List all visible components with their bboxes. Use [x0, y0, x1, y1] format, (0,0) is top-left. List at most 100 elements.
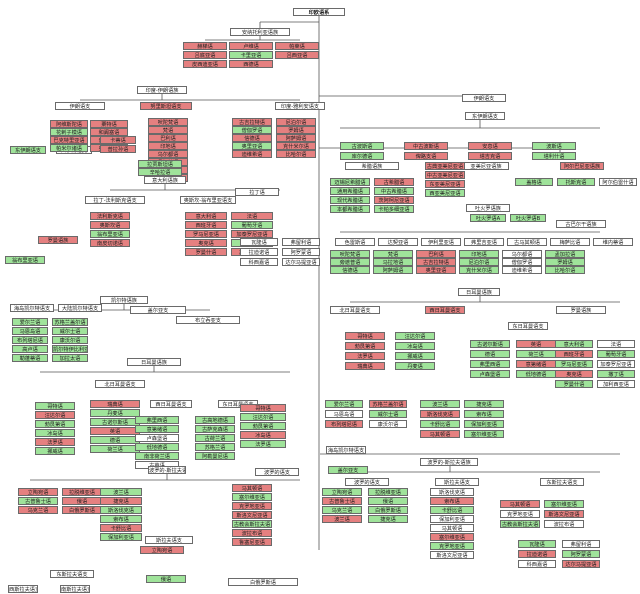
- branch-anatolian: 安纳托利亚语族: [230, 28, 290, 36]
- language-node: 康沃尔语: [52, 336, 88, 344]
- branch-east-slavic: 东斯拉夫语支: [50, 570, 94, 578]
- branch-germanic: 日耳曼语族: [127, 358, 181, 366]
- language-node: 乌尔都语: [148, 150, 188, 158]
- language-node: 哥特语: [240, 404, 286, 412]
- branch-slavic-right: 斯拉夫语支: [435, 478, 479, 486]
- language-node: 弗里吉亚语: [464, 238, 504, 246]
- language-node: 冰岛语: [395, 342, 435, 350]
- language-node: 尼泊尔语: [459, 258, 499, 266]
- language-node: 卡蒂语: [100, 136, 136, 144]
- language-node: 立陶宛语: [140, 546, 184, 554]
- branch-nuristani: 努里斯坦语支: [140, 102, 192, 110]
- language-node: 印地语: [148, 142, 188, 150]
- language-node: 梵语: [373, 250, 413, 258]
- language-node: 卢维语: [229, 42, 273, 50]
- language-node: 布列塔尼语: [12, 336, 48, 344]
- language-node: 巴克特里亚语: [50, 136, 88, 144]
- branch-armenian: 亚美尼亚语族: [463, 162, 509, 170]
- language-node: 本都希腊语: [330, 205, 370, 213]
- branch-goidelic-right: 盖尔亚支: [328, 466, 368, 474]
- language-node: 弗留利语: [282, 238, 320, 246]
- language-node: 丹麦语: [90, 409, 140, 417]
- branch-east-iranian: 东伊朗语支: [10, 146, 46, 154]
- language-node: 捷克语: [464, 400, 504, 408]
- language-node: 古高地德语: [195, 416, 235, 424]
- branch-balto-slavic: 波罗的-斯拉夫语族: [148, 466, 186, 474]
- branch-goidelic: 盖尔亚支: [130, 306, 186, 314]
- language-node: 阿萨姆语: [276, 134, 316, 142]
- language-node: 罗曼什语: [555, 380, 593, 388]
- language-node: 勃艮第语: [240, 422, 286, 430]
- branch-germanic-right: 日耳曼语族: [458, 288, 500, 296]
- language-node: 库尔德语: [340, 152, 384, 160]
- branch-north-right: 北日耳曼语支: [330, 306, 380, 314]
- language-node: 冰岛语: [35, 429, 75, 437]
- language-node: 克罗地亚语: [232, 502, 272, 510]
- branch-insular-right: 海岛凯尔特语支: [326, 446, 366, 454]
- branch-east-right: 东日耳曼语支: [508, 322, 548, 330]
- language-node: 斯洛伐克语: [430, 488, 474, 496]
- language-node: 马其顿语: [500, 500, 540, 508]
- language-node: 现代希腊语: [330, 196, 370, 204]
- language-node: 斯洛文尼亚语: [232, 511, 272, 519]
- language-node: 索布语: [100, 515, 142, 523]
- language-node: 荷兰语: [90, 445, 140, 453]
- language-node: 维内蒂语: [593, 238, 633, 246]
- language-node: 波拉布语: [544, 520, 584, 528]
- language-node: 旁遮普语: [330, 258, 370, 266]
- language-node: 瑞典语: [345, 362, 385, 370]
- language-node: 塞尔维亚语: [232, 493, 272, 501]
- language-node: 南皮切诺语: [90, 239, 130, 247]
- language-node: 达尔马提亚语: [562, 560, 600, 568]
- language-node: 达契亚语: [378, 238, 418, 246]
- language-node: 波斯语: [532, 142, 576, 150]
- language-node: 奥斯坎语: [90, 221, 130, 229]
- language-node: 意第绪语: [516, 360, 556, 368]
- language-node: 古教会斯拉夫语: [500, 520, 540, 528]
- language-node: 马拉地语: [373, 258, 413, 266]
- language-node: 保加利亚语: [100, 533, 142, 541]
- language-node: 罗马尼亚语: [555, 360, 593, 368]
- language-node: 威尔士语: [369, 410, 407, 418]
- language-node: 西德语: [229, 60, 273, 68]
- language-node: 保加利亚语: [430, 515, 474, 523]
- language-node: 克罗地亚语: [430, 542, 474, 550]
- language-node: 巴利语: [148, 134, 188, 142]
- language-node: 瑞典语: [90, 400, 140, 408]
- language-node: 卢森堡语: [470, 370, 510, 378]
- language-node: 英语: [516, 340, 556, 348]
- language-node: 马其顿语: [232, 484, 272, 492]
- branch-romance: 罗曼语族: [38, 236, 78, 244]
- language-node: 布列塔尼语: [325, 420, 363, 428]
- language-node: 卡帕多细亚语: [374, 205, 414, 213]
- language-node: 罗姆语: [545, 258, 585, 266]
- language-node: 勃艮第语: [35, 420, 75, 428]
- language-node: 拉脱维亚语: [62, 488, 102, 496]
- branch-osco-umbrian: 奥斯坎-翁布里亚语支: [180, 196, 236, 204]
- language-node: 罗马尼亚语: [185, 230, 227, 238]
- language-node: 法语: [231, 212, 273, 220]
- language-node: 丹麦语: [395, 362, 435, 370]
- language-node: 鲁塞尼亚语: [232, 538, 272, 546]
- language-node: 翁布里亚语: [90, 230, 130, 238]
- branch-brythonic: 布立吞亚支: [176, 316, 240, 324]
- branch-italic: 意大利语族: [144, 176, 186, 184]
- branch-romance-right: 罗曼语族: [556, 306, 606, 314]
- language-node: 粟特语: [90, 120, 128, 128]
- language-node: 塔利什语: [532, 152, 576, 160]
- language-node: 奥里亚语: [416, 266, 456, 274]
- language-node: 拉脱维亚语: [368, 488, 408, 496]
- language-node: 古波斯语: [340, 142, 384, 150]
- language-node: 尼泊尔语: [276, 118, 316, 126]
- language-node: 法罗语: [240, 440, 286, 448]
- language-node: 加拉太语: [52, 354, 88, 362]
- language-node: 古诺尔斯语: [90, 418, 140, 426]
- branch-tocharian: 吐火罗语族: [466, 204, 510, 212]
- branch-west-slavic: 西斯拉夫语支: [8, 585, 38, 593]
- language-node: 帕莱语: [275, 42, 319, 50]
- language-node: 塞尔维亚语: [464, 430, 504, 438]
- language-node: 白俄罗斯语: [62, 506, 102, 514]
- language-node: 西班牙语: [185, 221, 227, 229]
- language-node: 辛哈拉语: [138, 168, 182, 176]
- language-node: 赫梯语: [183, 42, 227, 50]
